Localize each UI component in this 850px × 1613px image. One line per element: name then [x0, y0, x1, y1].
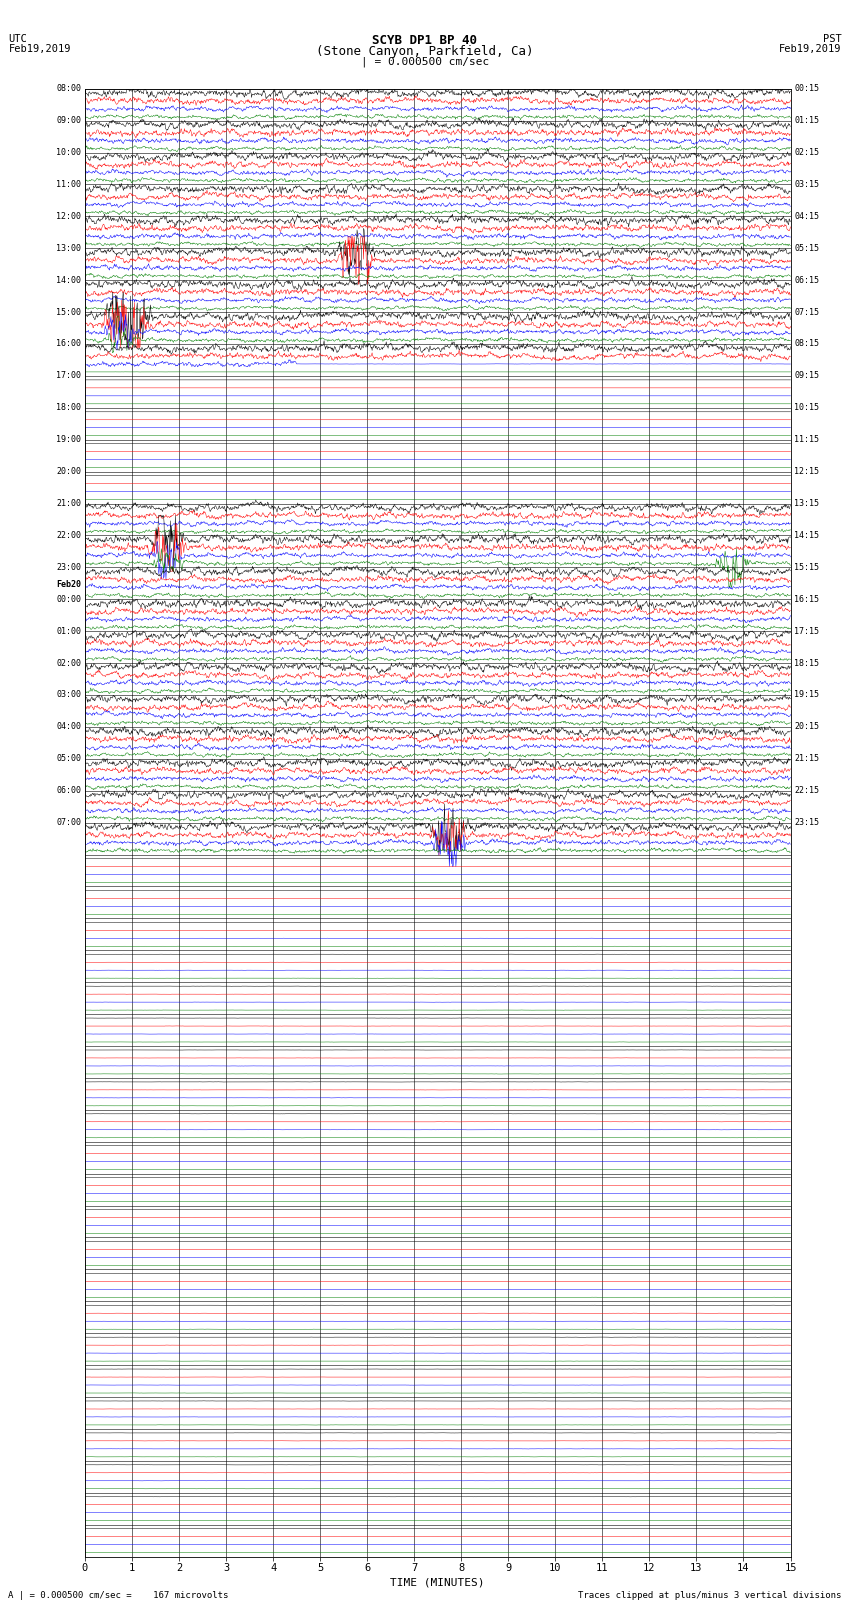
- Text: 21:00: 21:00: [56, 498, 82, 508]
- Text: 00:15: 00:15: [794, 84, 819, 94]
- Text: 09:00: 09:00: [56, 116, 82, 126]
- Text: 12:00: 12:00: [56, 211, 82, 221]
- Text: 05:15: 05:15: [794, 244, 819, 253]
- Text: 18:00: 18:00: [56, 403, 82, 413]
- Text: 06:00: 06:00: [56, 786, 82, 795]
- Text: 06:15: 06:15: [794, 276, 819, 284]
- Text: Feb19,2019: Feb19,2019: [779, 44, 842, 53]
- Text: 07:00: 07:00: [56, 818, 82, 827]
- Text: 10:00: 10:00: [56, 148, 82, 156]
- Text: 11:15: 11:15: [794, 436, 819, 444]
- Text: 00:00: 00:00: [56, 595, 82, 603]
- Text: 02:15: 02:15: [794, 148, 819, 156]
- Text: 23:15: 23:15: [794, 818, 819, 827]
- Text: 17:15: 17:15: [794, 627, 819, 636]
- Text: 04:15: 04:15: [794, 211, 819, 221]
- Text: 08:15: 08:15: [794, 339, 819, 348]
- Text: | = 0.000500 cm/sec: | = 0.000500 cm/sec: [361, 56, 489, 68]
- Text: 22:15: 22:15: [794, 786, 819, 795]
- X-axis label: TIME (MINUTES): TIME (MINUTES): [390, 1578, 485, 1587]
- Text: 20:00: 20:00: [56, 468, 82, 476]
- Text: 04:00: 04:00: [56, 723, 82, 731]
- Text: 16:15: 16:15: [794, 595, 819, 603]
- Text: 23:00: 23:00: [56, 563, 82, 573]
- Text: 15:15: 15:15: [794, 563, 819, 573]
- Text: 18:15: 18:15: [794, 658, 819, 668]
- Text: 15:00: 15:00: [56, 308, 82, 316]
- Text: SCYB DP1 BP 40: SCYB DP1 BP 40: [372, 34, 478, 47]
- Text: Feb19,2019: Feb19,2019: [8, 44, 71, 53]
- Text: 01:15: 01:15: [794, 116, 819, 126]
- Text: 22:00: 22:00: [56, 531, 82, 540]
- Text: 16:00: 16:00: [56, 339, 82, 348]
- Text: 20:15: 20:15: [794, 723, 819, 731]
- Text: 03:00: 03:00: [56, 690, 82, 700]
- Text: 19:00: 19:00: [56, 436, 82, 444]
- Text: 14:15: 14:15: [794, 531, 819, 540]
- Text: (Stone Canyon, Parkfield, Ca): (Stone Canyon, Parkfield, Ca): [316, 45, 534, 58]
- Text: PST: PST: [823, 34, 842, 44]
- Text: 13:15: 13:15: [794, 498, 819, 508]
- Text: 13:00: 13:00: [56, 244, 82, 253]
- Text: 21:15: 21:15: [794, 755, 819, 763]
- Text: Traces clipped at plus/minus 3 vertical divisions: Traces clipped at plus/minus 3 vertical …: [578, 1590, 842, 1600]
- Text: A | = 0.000500 cm/sec =    167 microvolts: A | = 0.000500 cm/sec = 167 microvolts: [8, 1590, 229, 1600]
- Text: 19:15: 19:15: [794, 690, 819, 700]
- Text: 05:00: 05:00: [56, 755, 82, 763]
- Text: 08:00: 08:00: [56, 84, 82, 94]
- Text: 01:00: 01:00: [56, 627, 82, 636]
- Text: 07:15: 07:15: [794, 308, 819, 316]
- Text: 12:15: 12:15: [794, 468, 819, 476]
- Text: 11:00: 11:00: [56, 181, 82, 189]
- Text: Feb20: Feb20: [56, 579, 82, 589]
- Text: 09:15: 09:15: [794, 371, 819, 381]
- Text: 17:00: 17:00: [56, 371, 82, 381]
- Text: 14:00: 14:00: [56, 276, 82, 284]
- Text: 10:15: 10:15: [794, 403, 819, 413]
- Text: 02:00: 02:00: [56, 658, 82, 668]
- Text: 03:15: 03:15: [794, 181, 819, 189]
- Text: UTC: UTC: [8, 34, 27, 44]
